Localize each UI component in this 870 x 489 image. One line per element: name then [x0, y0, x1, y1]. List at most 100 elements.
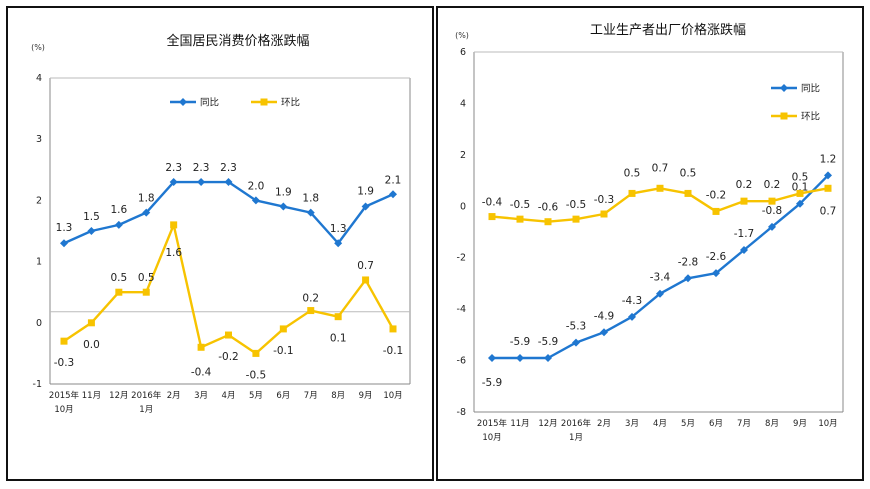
cpi-data-label-mom: 0.5: [138, 272, 155, 284]
ppi-y-tick-label: 6: [460, 47, 466, 58]
ppi-x-tick-label: 7月: [737, 419, 751, 429]
cpi-point-yoy: [60, 239, 68, 248]
cpi-point-mom: [389, 325, 397, 333]
cpi-data-label-yoy: 1.8: [302, 193, 319, 205]
cpi-point-mom: [170, 221, 178, 229]
ppi-point-mom: [488, 213, 496, 221]
ppi-x-tick-label: 6月: [709, 419, 723, 429]
cpi-x-tick-label: 2月: [167, 391, 181, 401]
cpi-x-tick-label: 11月: [82, 391, 101, 401]
cpi-data-label-yoy: 1.9: [357, 186, 374, 198]
cpi-data-label-mom: 1.6: [165, 247, 182, 259]
cpi-data-label-mom: 0.1: [330, 333, 347, 345]
ppi-point-mom: [796, 189, 804, 197]
cpi-data-label-yoy: 2.1: [385, 174, 402, 186]
ppi-point-yoy: [740, 246, 748, 254]
ppi-point-yoy: [796, 199, 804, 208]
cpi-legend-label: 同比: [200, 97, 219, 109]
ppi-chart: 工业生产者出厂价格涨跌幅 (%) 6 4 2 0 -2 -4 -6 -8 2015年 10月 11月 12…: [455, 22, 844, 443]
ppi-legend-label: 同比: [801, 83, 820, 95]
ppi-x-tick-label: 12月: [538, 419, 557, 429]
cpi-chart: 全国居民消费价格涨跌幅 (%) 4 3 2 1 0 -1 2015年 10月 11月 12月 2016年…: [31, 33, 411, 415]
cpi-point-mom: [307, 307, 315, 315]
ppi-legend-label: 环比: [801, 111, 820, 123]
cpi-legend-marker: [179, 98, 187, 106]
ppi-x-tick-label: 5月: [681, 419, 695, 429]
cpi-y-unit: (%): [31, 43, 45, 52]
cpi-x-tick-label: 9月: [359, 391, 373, 401]
cpi-legend-label: 环比: [281, 97, 300, 109]
ppi-data-label-mom: -0.4: [482, 197, 503, 209]
ppi-x-tick-label: 9月: [793, 419, 807, 429]
ppi-point-yoy: [768, 222, 776, 231]
cpi-x-tick-label: 3月: [194, 391, 208, 401]
ppi-point-mom: [572, 215, 580, 223]
cpi-legend-marker: [260, 98, 268, 106]
cpi-point-yoy: [224, 178, 233, 187]
cpi-x-tick-label: 1月: [139, 405, 153, 415]
ppi-x-tick-label: 11月: [510, 419, 529, 429]
cpi-point-yoy: [197, 178, 206, 187]
ppi-point-mom: [656, 184, 664, 192]
cpi-x-tick-label: 8月: [331, 391, 345, 401]
ppi-point-mom: [740, 197, 748, 205]
ppi-x-tick-label: 10月: [818, 419, 837, 429]
ppi-point-mom: [516, 215, 524, 223]
ppi-point-mom: [544, 218, 552, 226]
ppi-x-tick-label: 2月: [597, 419, 611, 429]
cpi-y-tick-label: 1: [36, 257, 42, 268]
cpi-data-label-yoy: 1.6: [110, 204, 127, 216]
cpi-data-label-yoy: 2.0: [248, 180, 265, 192]
cpi-x-tick-label: 6月: [276, 391, 290, 401]
cpi-data-label-mom: -0.3: [54, 357, 75, 369]
cpi-y-tick-label: 2: [36, 195, 42, 206]
ppi-x-tick-label: 4月: [653, 419, 667, 429]
cpi-data-label-mom: -0.1: [273, 345, 294, 357]
ppi-y-tick-label: 0: [460, 201, 466, 212]
ppi-point-mom: [684, 189, 692, 197]
ppi-point-mom: [600, 210, 608, 218]
cpi-point-mom: [197, 343, 205, 351]
cpi-x-tick-label: 2016年: [131, 390, 162, 401]
ppi-x-tick-label: 8月: [765, 419, 779, 429]
cpi-x-tick-label: 5月: [249, 391, 263, 401]
cpi-data-label-yoy: 1.3: [330, 223, 347, 235]
cpi-point-yoy: [251, 196, 260, 205]
cpi-x-tick-label: 2015年: [49, 390, 80, 401]
ppi-data-label-yoy: -4.9: [594, 310, 615, 322]
cpi-data-label-mom: -0.1: [383, 345, 404, 357]
ppi-point-mom: [628, 189, 636, 197]
cpi-point-mom: [115, 288, 123, 296]
ppi-point-yoy: [516, 354, 524, 362]
ppi-data-label-yoy: 1.2: [820, 153, 837, 165]
ppi-data-label-mom: -0.2: [706, 189, 727, 201]
cpi-point-mom: [225, 331, 232, 339]
ppi-y-tick-label: 4: [460, 98, 466, 109]
ppi-x-tick-label: 10月: [482, 433, 501, 443]
cpi-point-yoy: [334, 239, 343, 248]
ppi-point-mom: [712, 207, 720, 215]
ppi-data-label-mom: -0.5: [510, 199, 531, 211]
ppi-point-yoy: [572, 338, 580, 347]
cpi-point-mom: [362, 276, 370, 284]
ppi-y-tick-label: -4: [457, 304, 466, 315]
cpi-data-label-yoy: 1.5: [83, 211, 100, 223]
ppi-data-label-mom: -0.5: [566, 199, 587, 211]
ppi-point-mom: [768, 197, 776, 205]
ppi-legend-marker: [780, 112, 788, 120]
cpi-x-tick-label: 10月: [383, 391, 402, 401]
cpi-x-tick-label: 4月: [222, 391, 236, 401]
cpi-data-label-yoy: 2.3: [193, 162, 210, 174]
ppi-data-label-mom: 0.5: [792, 171, 809, 183]
ppi-data-label-yoy: -2.8: [678, 256, 699, 268]
cpi-point-mom: [60, 337, 68, 345]
cpi-data-label-yoy: 1.8: [138, 193, 155, 205]
ppi-x-tick-label: 1月: [569, 433, 583, 443]
ppi-y-tick-label: -6: [457, 356, 466, 367]
cpi-data-label-mom: 0.2: [302, 293, 319, 305]
cpi-data-label-mom: -0.4: [191, 366, 212, 378]
ppi-y-unit: (%): [455, 31, 469, 40]
cpi-point-mom: [142, 288, 150, 296]
cpi-x-tick-label: 7月: [304, 391, 318, 401]
cpi-data-label-yoy: 1.9: [275, 187, 292, 199]
